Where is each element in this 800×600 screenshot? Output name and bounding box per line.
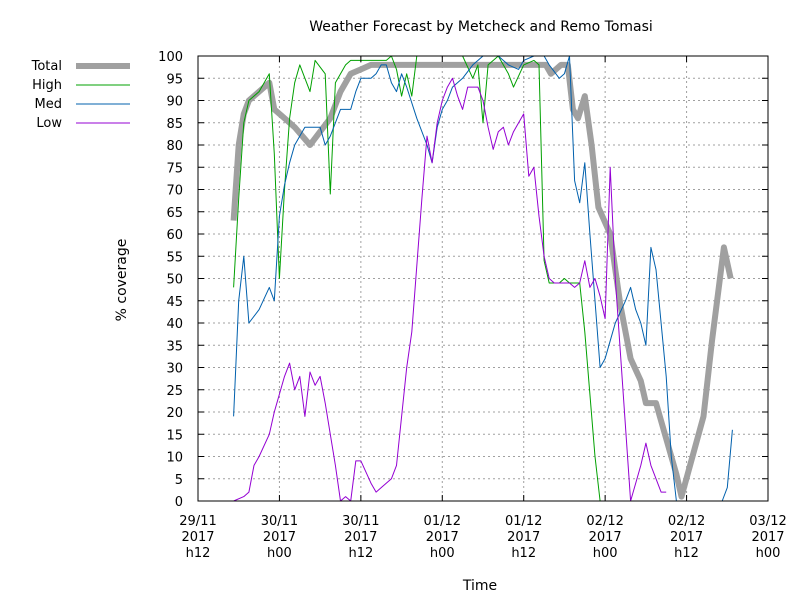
legend: Total High Med Low xyxy=(31,59,130,131)
x-tick-label: 30/11 2017 h00 xyxy=(261,514,298,561)
y-tick-label: 80 xyxy=(166,139,183,154)
y-tick-label: 55 xyxy=(166,250,183,265)
x-tick-label: 29/11 2017 h12 xyxy=(179,514,216,561)
y-tick-label: 85 xyxy=(166,117,183,132)
x-tick-label: 30/11 2017 h12 xyxy=(342,514,379,561)
y-tick-label: 40 xyxy=(166,317,183,332)
x-tick-label: 02/12 2017 h12 xyxy=(668,514,705,561)
y-tick-label: 75 xyxy=(166,161,183,176)
y-tick-label: 25 xyxy=(166,384,183,399)
y-tick-label: 15 xyxy=(166,428,183,443)
y-tick-label: 90 xyxy=(166,95,183,110)
y-tick-label: 60 xyxy=(166,228,183,243)
y-tick-label: 20 xyxy=(166,406,183,421)
series-lines xyxy=(230,55,734,502)
y-tick-label: 45 xyxy=(166,295,183,310)
x-tick-label: 03/12 2017 h00 xyxy=(749,514,786,561)
series-line-total xyxy=(230,61,734,500)
y-tick-label: 70 xyxy=(166,184,183,199)
y-tick-label: 10 xyxy=(166,451,183,466)
legend-label-high: High xyxy=(32,78,62,93)
legend-label-total: Total xyxy=(31,59,62,74)
y-tick-label: 5 xyxy=(175,473,183,488)
x-tick-label: 01/12 2017 h12 xyxy=(505,514,542,561)
y-tick-label: 30 xyxy=(166,362,183,377)
x-tick-label: 01/12 2017 h00 xyxy=(424,514,461,561)
x-tick-label: 02/12 2017 h00 xyxy=(586,514,623,561)
y-tick-label: 65 xyxy=(166,206,183,221)
chart-title: Weather Forecast by Metcheck and Remo To… xyxy=(309,19,653,35)
y-tick-label: 0 xyxy=(175,495,183,510)
series-line-low xyxy=(233,77,667,502)
series-line-med xyxy=(233,55,733,502)
legend-label-med: Med xyxy=(35,97,62,112)
x-axis-title: Time xyxy=(462,578,497,594)
axis-ticks: 0 5 10 15 20 25 30 35 40 45 50 55 60 65 70 75 80 85 90 95 10… xyxy=(158,50,787,561)
y-axis-title: % coverage xyxy=(114,239,130,322)
series-line-high xyxy=(233,55,601,502)
legend-label-low: Low xyxy=(36,116,62,131)
y-tick-label: 95 xyxy=(166,72,183,87)
y-tick-label: 50 xyxy=(166,273,183,288)
y-tick-label: 35 xyxy=(166,339,183,354)
y-tick-label: 100 xyxy=(158,50,183,65)
